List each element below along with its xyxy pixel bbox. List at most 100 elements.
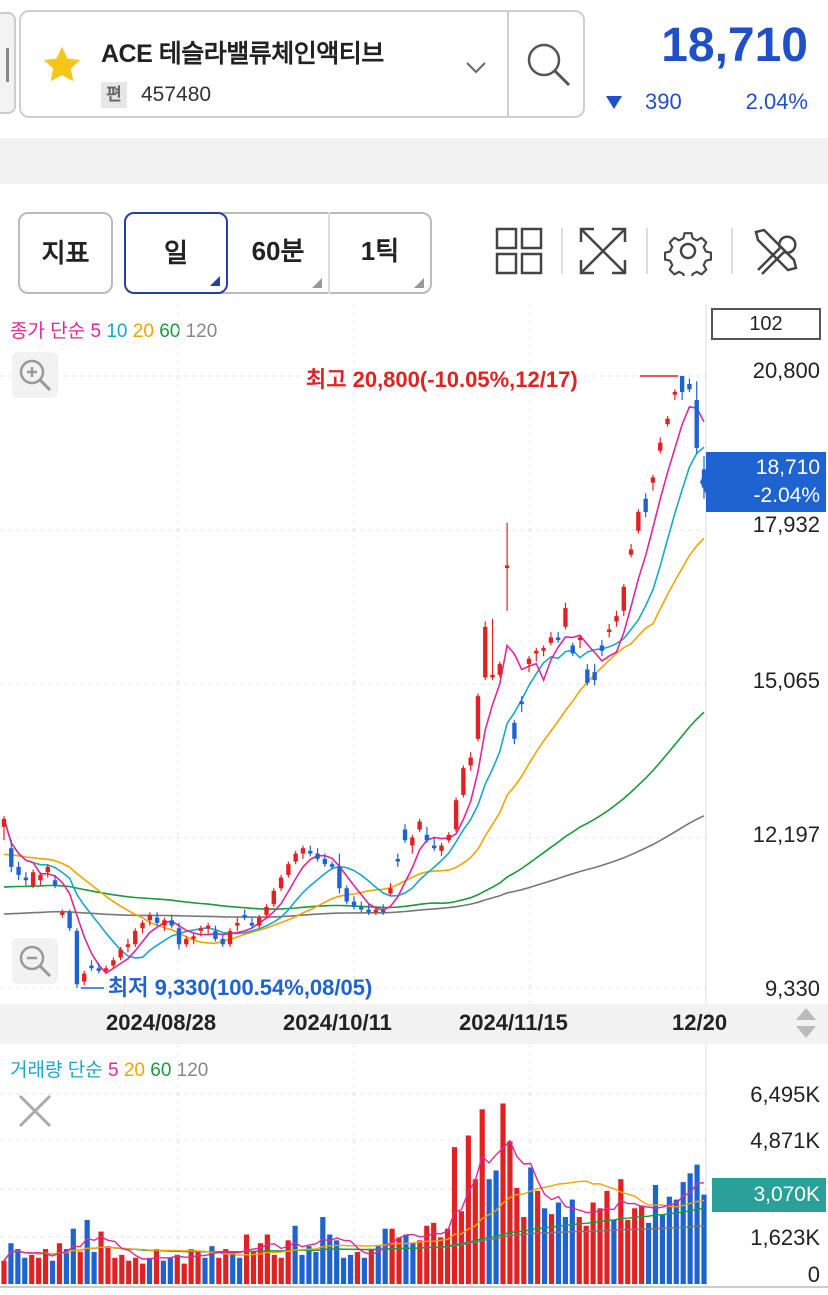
zoom-in-icon[interactable] (12, 352, 58, 398)
candle (512, 722, 517, 739)
volume-bar (133, 1257, 139, 1284)
low-price-annotation: 최저 9,330(100.54%,08/05) (108, 975, 373, 1000)
volume-bar (8, 1243, 14, 1284)
candle-count-input[interactable]: 102 (711, 308, 821, 340)
volume-bar (625, 1219, 631, 1284)
period-1tick-button[interactable]: 1틱 (330, 212, 430, 294)
close-icon[interactable] (12, 1088, 58, 1134)
grid-layout-icon[interactable] (494, 226, 544, 276)
volume-bar (188, 1249, 194, 1284)
volume-bar (472, 1179, 478, 1284)
volume-bar (680, 1182, 686, 1284)
price-change-percent: 2.04% (745, 89, 808, 114)
zoom-out-icon[interactable] (12, 938, 58, 984)
volume-bar (146, 1257, 153, 1284)
ma120-legend: 120 (185, 321, 218, 342)
candle (213, 930, 218, 939)
candle (643, 498, 648, 513)
volume-bar (354, 1251, 361, 1284)
resize-updown-icon[interactable] (792, 1006, 820, 1040)
candle (439, 845, 444, 851)
settings-gear-icon[interactable] (663, 226, 713, 276)
y-tick-label: 9,330 (764, 976, 820, 1001)
price-ma-legend[interactable]: 종가 단순 5 10 20 60 120 (10, 316, 217, 343)
volume-bar (15, 1249, 21, 1284)
tools-icon[interactable] (750, 226, 800, 276)
volume-bar (313, 1251, 319, 1284)
candle (60, 912, 65, 915)
y-tick-label: 15,065 (752, 668, 820, 693)
date-axis[interactable] (0, 1004, 828, 1044)
period-60min-button[interactable]: 60분 (228, 212, 330, 294)
fullscreen-icon[interactable] (578, 226, 628, 276)
chevron-down-icon[interactable] (465, 56, 487, 78)
volume-bar (119, 1254, 125, 1284)
x-tick-label: 2024/08/28 (106, 1010, 217, 1035)
star-icon[interactable] (39, 42, 85, 88)
candle (184, 938, 189, 945)
candle (636, 512, 641, 531)
candle (519, 701, 524, 705)
candle (1, 818, 7, 827)
candle (351, 901, 357, 907)
volume-bar (403, 1234, 409, 1284)
indicator-button[interactable]: 지표 (18, 212, 113, 294)
volume-bar (479, 1109, 485, 1284)
candle (432, 845, 437, 849)
volume-bar (431, 1222, 437, 1284)
candle (315, 853, 320, 859)
y-tick-label: 12,197 (752, 822, 820, 847)
vol-y-tick: 6,495K (750, 1082, 820, 1107)
volume-bar (424, 1225, 430, 1284)
candle (82, 973, 87, 982)
volume-bar (576, 1217, 582, 1284)
candle (111, 960, 116, 966)
vol-y-tick: 1,623K (750, 1225, 820, 1250)
candle (191, 936, 196, 939)
volume-bar (604, 1190, 610, 1284)
volume-bar (257, 1243, 264, 1284)
candle (293, 853, 298, 862)
volume-bar (541, 1208, 548, 1284)
volume-bar (458, 1211, 465, 1284)
candle (679, 376, 685, 393)
period-day-button[interactable]: 일 (124, 212, 228, 294)
side-panel-handle[interactable] (0, 12, 16, 114)
volume-bar (243, 1234, 250, 1284)
search-icon[interactable] (524, 40, 574, 90)
candle (504, 565, 510, 569)
volume-bar (237, 1257, 243, 1284)
candle (300, 848, 306, 854)
vol-ma20-legend: 20 (123, 1060, 145, 1081)
volume-bar (341, 1257, 347, 1284)
volume-bar (618, 1179, 624, 1284)
volume-ma-legend[interactable]: 거래량 단순 5 20 60 120 (10, 1055, 208, 1082)
volume-bar (639, 1205, 645, 1284)
volume-bar (347, 1254, 354, 1284)
candle (563, 608, 568, 627)
x-tick-label: 2024/10/11 (283, 1010, 392, 1035)
volume-bar (49, 1260, 56, 1284)
volume-chart[interactable] (0, 1044, 828, 1286)
stock-selector[interactable]: ACE 테슬라밸류체인액티브 편 457480 (19, 10, 585, 118)
volume-bar (500, 1103, 506, 1284)
candle (658, 442, 663, 451)
candle (424, 834, 430, 841)
candle (344, 888, 349, 902)
volume-bar (444, 1228, 451, 1284)
candle (628, 549, 634, 555)
candlestick-chart[interactable] (0, 304, 828, 1004)
candle (271, 890, 276, 905)
volume-bar (112, 1257, 118, 1284)
volume-bar (514, 1187, 520, 1284)
candle (687, 384, 692, 390)
candle (410, 837, 415, 846)
candle (227, 930, 233, 945)
candle (417, 821, 422, 830)
high-price-annotation: 최고 20,800(-10.05%,12/17) (306, 367, 578, 392)
volume-bar (486, 1179, 492, 1284)
volume-bar (98, 1231, 104, 1284)
volume-bar (167, 1257, 173, 1284)
ma60-legend: 60 (159, 321, 181, 342)
volume-bar (264, 1234, 270, 1284)
